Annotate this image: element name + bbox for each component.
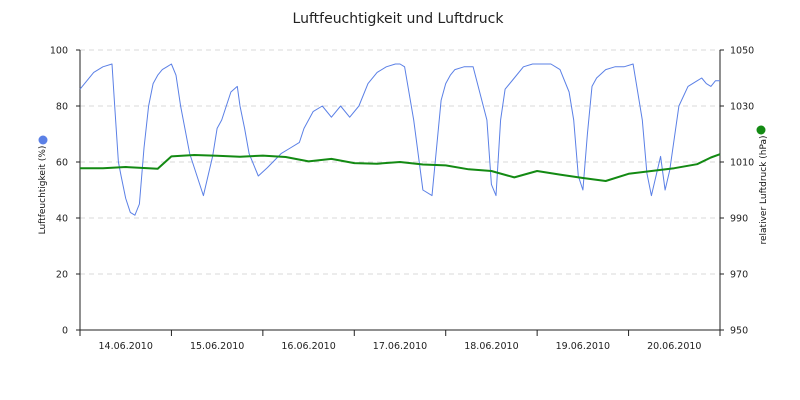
axis-legend xyxy=(38,125,766,145)
series-line-luftdruck xyxy=(80,153,721,182)
left-tick-label: 60 xyxy=(56,158,68,169)
right-axis-title: relativer Luftdruck (hPa) xyxy=(759,135,769,244)
series xyxy=(79,63,721,216)
right-tick-label: 1010 xyxy=(730,158,754,169)
series-line-luftfeuchtigkeit xyxy=(79,63,720,216)
x-tick-label: 15.06.2010 xyxy=(190,341,244,352)
axes: Luftfeuchtigkeit (%) relativer Luftdruck … xyxy=(38,50,769,331)
x-axis-ticks: 14.06.2010 15.06.2010 16.06.2010 17.06.2010… xyxy=(79,330,721,352)
x-tick-label: 19.06.2010 xyxy=(556,341,610,352)
x-tick-label: 16.06.2010 xyxy=(281,341,335,352)
x-tick-label: 17.06.2010 xyxy=(373,341,427,352)
right-tick-label: 970 xyxy=(730,270,748,281)
right-axis-ticks: 950 970 990 1010 1030 1050 xyxy=(720,46,754,337)
left-tick-label: 20 xyxy=(56,270,68,281)
right-tick-label: 990 xyxy=(730,214,748,225)
pressure-legend-dot xyxy=(756,125,766,135)
x-tick-label: 20.06.2010 xyxy=(647,341,701,352)
x-tick-label: 18.06.2010 xyxy=(464,341,518,352)
left-tick-label: 40 xyxy=(56,214,68,225)
right-tick-label: 1030 xyxy=(730,102,754,113)
left-tick-label: 100 xyxy=(50,46,68,57)
humidity-legend-dot xyxy=(38,135,48,145)
left-tick-label: 0 xyxy=(62,326,68,337)
right-tick-label: 950 xyxy=(730,326,748,337)
x-tick-label: 14.06.2010 xyxy=(99,341,153,352)
chart-title: Luftfeuchtigkeit und Luftdruck xyxy=(293,11,505,27)
left-tick-label: 80 xyxy=(56,102,68,113)
left-axis-ticks: 0 20 40 60 80 100 xyxy=(50,46,80,337)
left-axis-title: Luftfeuchtigkeit (%) xyxy=(38,146,48,235)
right-tick-label: 1050 xyxy=(730,46,754,57)
